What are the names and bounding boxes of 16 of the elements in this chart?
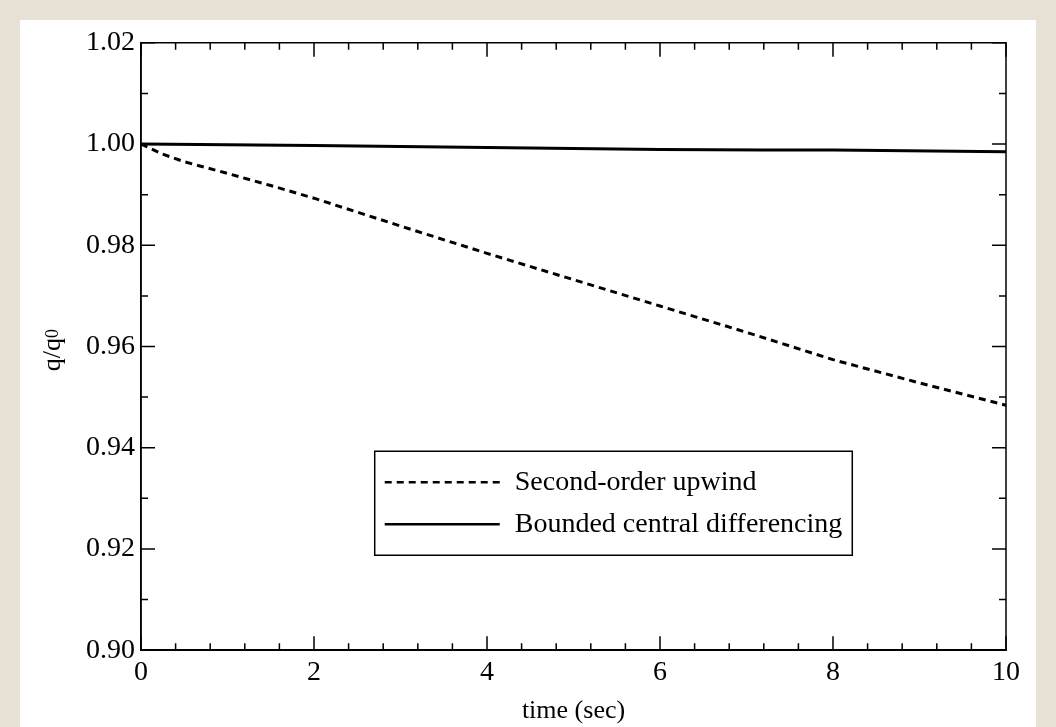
legend-label: Bounded central differencing <box>514 506 843 538</box>
y-tick-label: 1.02 <box>86 25 135 57</box>
x-tick-label: 4 <box>480 655 494 687</box>
x-tick-label: 10 <box>992 655 1020 687</box>
y-tick-label: 0.90 <box>86 632 135 664</box>
y-tick-label: 0.98 <box>86 227 135 259</box>
x-tick-label: 6 <box>653 655 667 687</box>
x-tick-label: 0 <box>134 655 148 687</box>
y-tick-label: 0.92 <box>86 531 135 563</box>
y-tick-label: 0.96 <box>86 328 135 360</box>
y-tick-label: 1.00 <box>86 126 135 158</box>
y-tick-label: 0.94 <box>86 430 135 462</box>
x-tick-label: 2 <box>307 655 321 687</box>
x-tick-label: 8 <box>826 655 840 687</box>
legend-label: Second-order upwind <box>514 464 757 496</box>
x-axis-title: time (sec) <box>521 695 626 725</box>
